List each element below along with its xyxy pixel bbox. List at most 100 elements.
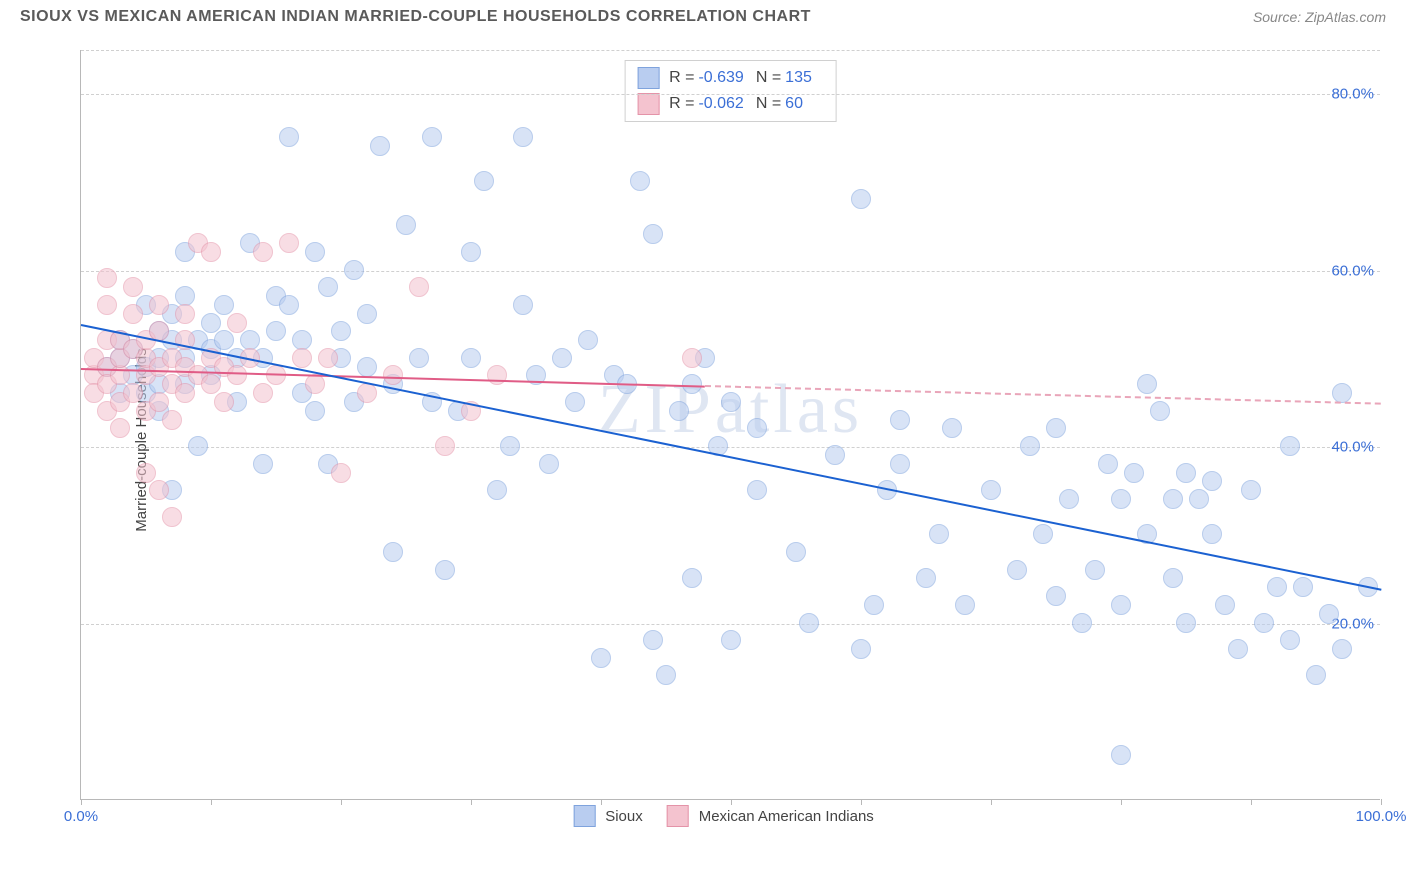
data-point: [552, 348, 572, 368]
data-point: [890, 454, 910, 474]
data-point: [149, 392, 169, 412]
gridline: [81, 271, 1380, 272]
data-point: [1306, 665, 1326, 685]
trend-line: [705, 385, 1381, 405]
x-tick: [341, 799, 342, 805]
data-point: [981, 480, 1001, 500]
data-point: [1280, 630, 1300, 650]
x-tick-label: 100.0%: [1356, 808, 1406, 825]
x-tick: [601, 799, 602, 805]
y-tick-label: 80.0%: [1331, 86, 1374, 103]
data-point: [370, 136, 390, 156]
legend-label: Mexican American Indians: [699, 808, 874, 825]
data-point: [175, 383, 195, 403]
data-point: [955, 595, 975, 615]
data-point: [513, 127, 533, 147]
data-point: [1202, 471, 1222, 491]
data-point: [253, 383, 273, 403]
data-point: [942, 418, 962, 438]
data-point: [201, 374, 221, 394]
gridline: [81, 94, 1380, 95]
legend-swatch: [637, 93, 659, 115]
data-point: [409, 277, 429, 297]
data-point: [123, 304, 143, 324]
data-point: [1163, 489, 1183, 509]
data-point: [539, 454, 559, 474]
data-point: [747, 480, 767, 500]
chart-title: SIOUX VS MEXICAN AMERICAN INDIAN MARRIED…: [20, 8, 811, 26]
data-point: [318, 348, 338, 368]
data-point: [1150, 401, 1170, 421]
data-point: [1046, 586, 1066, 606]
data-point: [318, 277, 338, 297]
data-point: [825, 445, 845, 465]
data-point: [1228, 639, 1248, 659]
data-point: [1332, 639, 1352, 659]
data-point: [331, 321, 351, 341]
data-point: [721, 630, 741, 650]
data-point: [435, 436, 455, 456]
data-point: [97, 295, 117, 315]
data-point: [1085, 560, 1105, 580]
data-point: [1202, 524, 1222, 544]
data-point: [1293, 577, 1313, 597]
data-point: [201, 242, 221, 262]
x-tick-label: 0.0%: [64, 808, 98, 825]
data-point: [721, 392, 741, 412]
data-point: [1046, 418, 1066, 438]
data-point: [149, 295, 169, 315]
data-point: [578, 330, 598, 350]
x-tick: [731, 799, 732, 805]
data-point: [682, 568, 702, 588]
legend-stats: R =-0.639N =135R =-0.062N =60: [624, 60, 837, 122]
legend-swatch: [667, 805, 689, 827]
y-tick-label: 40.0%: [1331, 439, 1374, 456]
data-point: [1033, 524, 1053, 544]
data-point: [357, 357, 377, 377]
x-tick: [991, 799, 992, 805]
data-point: [162, 507, 182, 527]
data-point: [357, 383, 377, 403]
data-point: [123, 383, 143, 403]
legend-label: Sioux: [605, 808, 643, 825]
x-tick: [471, 799, 472, 805]
data-point: [396, 215, 416, 235]
data-point: [136, 463, 156, 483]
data-point: [1176, 613, 1196, 633]
data-point: [227, 313, 247, 333]
data-point: [435, 560, 455, 580]
data-point: [357, 304, 377, 324]
data-point: [1098, 454, 1118, 474]
x-tick: [81, 799, 82, 805]
data-point: [851, 639, 871, 659]
data-point: [422, 127, 442, 147]
legend-stat-row: R =-0.639N =135: [637, 65, 824, 91]
data-point: [188, 436, 208, 456]
data-point: [1280, 436, 1300, 456]
x-tick: [861, 799, 862, 805]
legend-series: Sioux Mexican American Indians: [573, 805, 888, 827]
data-point: [214, 392, 234, 412]
data-point: [630, 171, 650, 191]
x-tick: [211, 799, 212, 805]
chart-source: Source: ZipAtlas.com: [1253, 9, 1386, 25]
data-point: [305, 401, 325, 421]
data-point: [1176, 463, 1196, 483]
x-tick: [1381, 799, 1382, 805]
data-point: [149, 480, 169, 500]
data-point: [929, 524, 949, 544]
data-point: [1267, 577, 1287, 597]
data-point: [799, 613, 819, 633]
data-point: [344, 260, 364, 280]
data-point: [214, 330, 234, 350]
data-point: [162, 410, 182, 430]
data-point: [175, 304, 195, 324]
data-point: [1332, 383, 1352, 403]
y-tick-label: 60.0%: [1331, 262, 1374, 279]
data-point: [487, 480, 507, 500]
plot-area: ZIPatlas R =-0.639N =135R =-0.062N =60 S…: [80, 50, 1380, 800]
data-point: [747, 418, 767, 438]
data-point: [253, 454, 273, 474]
data-point: [682, 348, 702, 368]
data-point: [201, 313, 221, 333]
